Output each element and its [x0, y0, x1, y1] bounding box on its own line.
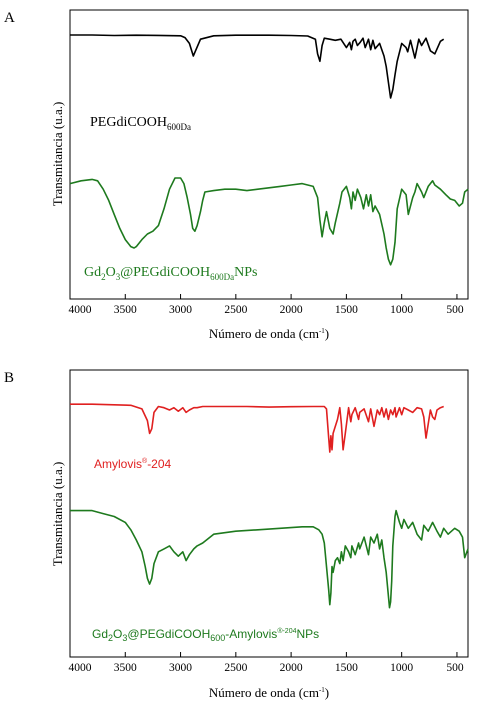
panel-b-label: B: [4, 370, 14, 386]
panel-b-x-tick-label-2500: 2500: [224, 662, 247, 674]
panel-a-x-tick-label-2500: 2500: [224, 304, 247, 316]
panel-b-x-tick-label-3000: 3000: [169, 662, 192, 674]
series-label-gd2o3-sub3: 600Da: [210, 272, 234, 282]
series-label-pegdicooh-sub: 600Da: [167, 122, 191, 132]
panel-a-plot-frame: [69, 9, 469, 300]
panel-b-x-axis-title: Número de onda (cm-1): [209, 685, 329, 700]
panel-b: B 4000 3500 3000 2500 2000 1500 1000 500 Amylov…: [4, 369, 469, 700]
panel-b-series-line-0: [70, 403, 444, 453]
panel-b-series-line-1: [70, 509, 469, 609]
series-label-gd2o3-amylovis: Gd2O3@PEGdiCOOH600-Amylovis®-204NPs: [92, 627, 319, 643]
series-label-gd2o3-sub2: 3: [116, 272, 121, 282]
panel-b-x-tick-label-3500: 3500: [114, 662, 137, 674]
panel-a-x-tick-label-2000: 2000: [280, 304, 303, 316]
series-label-gd2o3-end: NPs: [234, 265, 257, 280]
series-label-gd2o3-peg: Gd2O3@PEGdiCOOH600DaNPs: [84, 265, 258, 282]
panel-a-x-ticks: [69, 294, 458, 299]
panel-b-x-tick-label-1500: 1500: [335, 662, 358, 674]
panel-b-series: [70, 403, 469, 609]
panel-a-x-tick-label-3500: 3500: [114, 304, 137, 316]
panel-a-x-tick-label-1500: 1500: [335, 304, 358, 316]
panel-a-x-tick-label-1000: 1000: [390, 304, 413, 316]
series-label-amylovis: Amylovis®-204: [94, 457, 172, 471]
panel-a-x-tick-label-500: 500: [446, 304, 464, 316]
panel-b-y-axis-title: Transmitancia (u.a.): [50, 462, 65, 567]
panel-a-y-axis-title: Transmitancia (u.a.): [50, 102, 65, 207]
panel-a-series-line-0: [70, 34, 445, 99]
series-label-gd2o3-main: Gd: [84, 265, 101, 280]
panel-a-series: [69, 34, 469, 266]
panel-b-x-tick-labels: 4000 3500 3000 2500 2000 1500 1000 500: [69, 662, 464, 674]
panel-a-x-tick-label-4000: 4000: [69, 304, 92, 316]
panel-a-x-tick-label-3000: 3000: [169, 304, 192, 316]
series-label-gd2o3-sub1: 2: [101, 272, 106, 282]
panel-a-x-tick-labels: 4000 3500 3000 2500 2000 1500 1000 500: [69, 304, 464, 316]
series-label-pegdicooh-main: PEGdiCOOH: [90, 115, 167, 130]
panel-b-x-ticks: [69, 652, 458, 657]
panel-b-x-tick-label-500: 500: [446, 662, 464, 674]
panel-a-label: A: [4, 10, 15, 26]
panel-a-series-line-1: [69, 177, 469, 266]
panel-b-x-tick-label-1000: 1000: [390, 662, 413, 674]
panel-a: A 4000 3500 3000 2500 2000 1500 1000 500 PEGdiC…: [4, 9, 469, 341]
panel-a-x-axis-title: Número de onda (cm-1): [209, 326, 329, 341]
series-label-gd2o3-rest: @PEGdiCOOH: [120, 265, 210, 280]
panel-b-plot-frame: [69, 369, 469, 658]
series-label-pegdicooh: PEGdiCOOH600Da: [90, 115, 191, 132]
panel-b-x-tick-label-2000: 2000: [280, 662, 303, 674]
panel-b-x-tick-label-4000: 4000: [69, 662, 92, 674]
series-label-gd2o3-mid: O: [106, 265, 116, 280]
